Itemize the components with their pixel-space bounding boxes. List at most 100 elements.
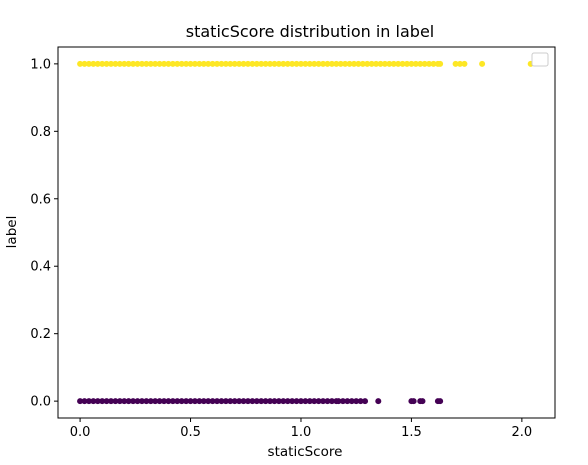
scatter-point-label-1-56 bbox=[324, 60, 331, 67]
scatter-point-label-1-25 bbox=[187, 60, 194, 67]
scatter-point-label-1-4 bbox=[94, 60, 101, 67]
scatter-point-label-1-13 bbox=[134, 60, 141, 67]
data-points bbox=[77, 60, 534, 405]
scatter-point-label-1-37 bbox=[240, 60, 247, 67]
scatter-point-label-0-25 bbox=[187, 398, 194, 405]
scatter-point-label-0-8 bbox=[112, 398, 119, 405]
scatter-point-label-1-31 bbox=[214, 60, 221, 67]
scatter-point-label-1-61 bbox=[346, 60, 353, 67]
scatter-point-label-0-27 bbox=[196, 398, 203, 405]
scatter-point-label-0-38 bbox=[244, 398, 251, 405]
scatter-point-label-0-72 bbox=[437, 398, 444, 405]
scatter-point-label-1-32 bbox=[218, 60, 225, 67]
scatter-point-label-0-31 bbox=[214, 398, 221, 405]
scatter-point-label-0-29 bbox=[205, 398, 212, 405]
scatter-point-label-0-21 bbox=[169, 398, 176, 405]
scatter-point-label-0-42 bbox=[262, 398, 269, 405]
scatter-point-label-1-60 bbox=[342, 60, 349, 67]
scatter-point-label-1-71 bbox=[390, 60, 397, 67]
scatter-point-label-0-16 bbox=[147, 398, 154, 405]
scatter-point-label-1-5 bbox=[99, 60, 106, 67]
scatter-point-label-0-64 bbox=[357, 398, 364, 405]
y-axis-label: label bbox=[4, 216, 20, 249]
scatter-point-label-0-13 bbox=[134, 398, 141, 405]
scatter-point-label-1-9 bbox=[116, 60, 123, 67]
scatter-point-label-1-86 bbox=[479, 60, 486, 67]
y-tick-label: 0.6 bbox=[30, 192, 51, 207]
scatter-point-label-0-40 bbox=[253, 398, 260, 405]
scatter-point-label-1-16 bbox=[147, 60, 154, 67]
scatter-point-label-1-68 bbox=[377, 60, 384, 67]
scatter-point-label-1-74 bbox=[404, 60, 411, 67]
scatter-point-label-0-18 bbox=[156, 398, 163, 405]
scatter-point-label-0-70 bbox=[419, 398, 426, 405]
scatter-point-label-0-36 bbox=[236, 398, 243, 405]
scatter-point-label-1-10 bbox=[121, 60, 128, 67]
scatter-point-label-1-63 bbox=[355, 60, 362, 67]
scatter-point-label-0-14 bbox=[138, 398, 145, 405]
scatter-point-label-1-14 bbox=[138, 60, 145, 67]
scatter-point-label-1-0 bbox=[77, 60, 84, 67]
scatter-point-label-0-26 bbox=[191, 398, 198, 405]
scatter-point-label-0-57 bbox=[328, 398, 335, 405]
axes: 0.0 0.5 1.0 1.5 2.0 0.0 0.2 0.4 0.6 0.8 1.0 bbox=[30, 46, 556, 440]
scatter-point-label-0-32 bbox=[218, 398, 225, 405]
scatter-point-label-1-62 bbox=[350, 60, 357, 67]
scatter-point-label-1-78 bbox=[421, 60, 428, 67]
scatter-point-label-0-62 bbox=[348, 398, 355, 405]
scatter-point-label-0-33 bbox=[222, 398, 229, 405]
scatter-point-label-1-28 bbox=[200, 60, 207, 67]
scatter-point-label-0-60 bbox=[339, 398, 346, 405]
scatter-point-label-0-12 bbox=[130, 398, 137, 405]
scatter-point-label-1-17 bbox=[152, 60, 159, 67]
x-tick-label: 2.0 bbox=[512, 425, 533, 440]
scatter-point-label-1-42 bbox=[262, 60, 269, 67]
y-tick-label: 0.8 bbox=[30, 125, 51, 140]
scatter-point-label-1-52 bbox=[306, 60, 313, 67]
scatter-point-label-0-1 bbox=[81, 398, 88, 405]
scatter-point-label-1-76 bbox=[412, 60, 419, 67]
scatter-point-label-0-39 bbox=[249, 398, 256, 405]
y-tick-label: 0.0 bbox=[30, 395, 51, 410]
scatter-point-label-1-46 bbox=[280, 60, 287, 67]
scatter-point-label-0-66 bbox=[375, 398, 382, 405]
scatter-point-label-0-44 bbox=[271, 398, 278, 405]
scatter-point-label-0-23 bbox=[178, 398, 185, 405]
scatter-point-label-0-20 bbox=[165, 398, 172, 405]
scatter-point-label-1-70 bbox=[386, 60, 393, 67]
scatter-point-label-0-46 bbox=[280, 398, 287, 405]
scatter-point-label-1-55 bbox=[320, 60, 327, 67]
scatter-point-label-0-54 bbox=[315, 398, 322, 405]
scatter-point-label-0-11 bbox=[125, 398, 132, 405]
scatter-point-label-0-45 bbox=[275, 398, 282, 405]
scatter-point-label-1-58 bbox=[333, 60, 340, 67]
scatter-point-label-0-61 bbox=[344, 398, 351, 405]
scatter-point-label-1-36 bbox=[236, 60, 243, 67]
scatter-point-label-0-5 bbox=[99, 398, 106, 405]
scatter-point-label-0-15 bbox=[143, 398, 150, 405]
scatter-point-label-1-39 bbox=[249, 60, 256, 67]
scatter-point-label-0-34 bbox=[227, 398, 234, 405]
scatter-point-label-0-50 bbox=[297, 398, 304, 405]
scatter-point-label-1-66 bbox=[368, 60, 375, 67]
scatter-point-label-1-83 bbox=[452, 60, 459, 67]
x-tick-label: 1.0 bbox=[291, 425, 312, 440]
x-tick-label: 0.0 bbox=[70, 425, 91, 440]
scatter-point-label-1-15 bbox=[143, 60, 150, 67]
scatter-point-label-1-57 bbox=[328, 60, 335, 67]
scatter-point-label-0-2 bbox=[85, 398, 92, 405]
scatter-point-label-1-85 bbox=[461, 60, 468, 67]
scatter-point-label-1-29 bbox=[205, 60, 212, 67]
scatter-point-label-1-34 bbox=[227, 60, 234, 67]
scatter-point-label-0-37 bbox=[240, 398, 247, 405]
scatter-point-label-1-80 bbox=[430, 60, 437, 67]
scatter-point-label-0-41 bbox=[258, 398, 265, 405]
scatter-point-label-0-56 bbox=[324, 398, 331, 405]
scatter-point-label-0-7 bbox=[108, 398, 115, 405]
scatter-point-label-1-65 bbox=[364, 60, 371, 67]
scatter-point-label-1-35 bbox=[231, 60, 238, 67]
scatter-point-label-0-24 bbox=[183, 398, 190, 405]
scatter-point-label-1-47 bbox=[284, 60, 291, 67]
scatter-point-label-0-9 bbox=[116, 398, 123, 405]
